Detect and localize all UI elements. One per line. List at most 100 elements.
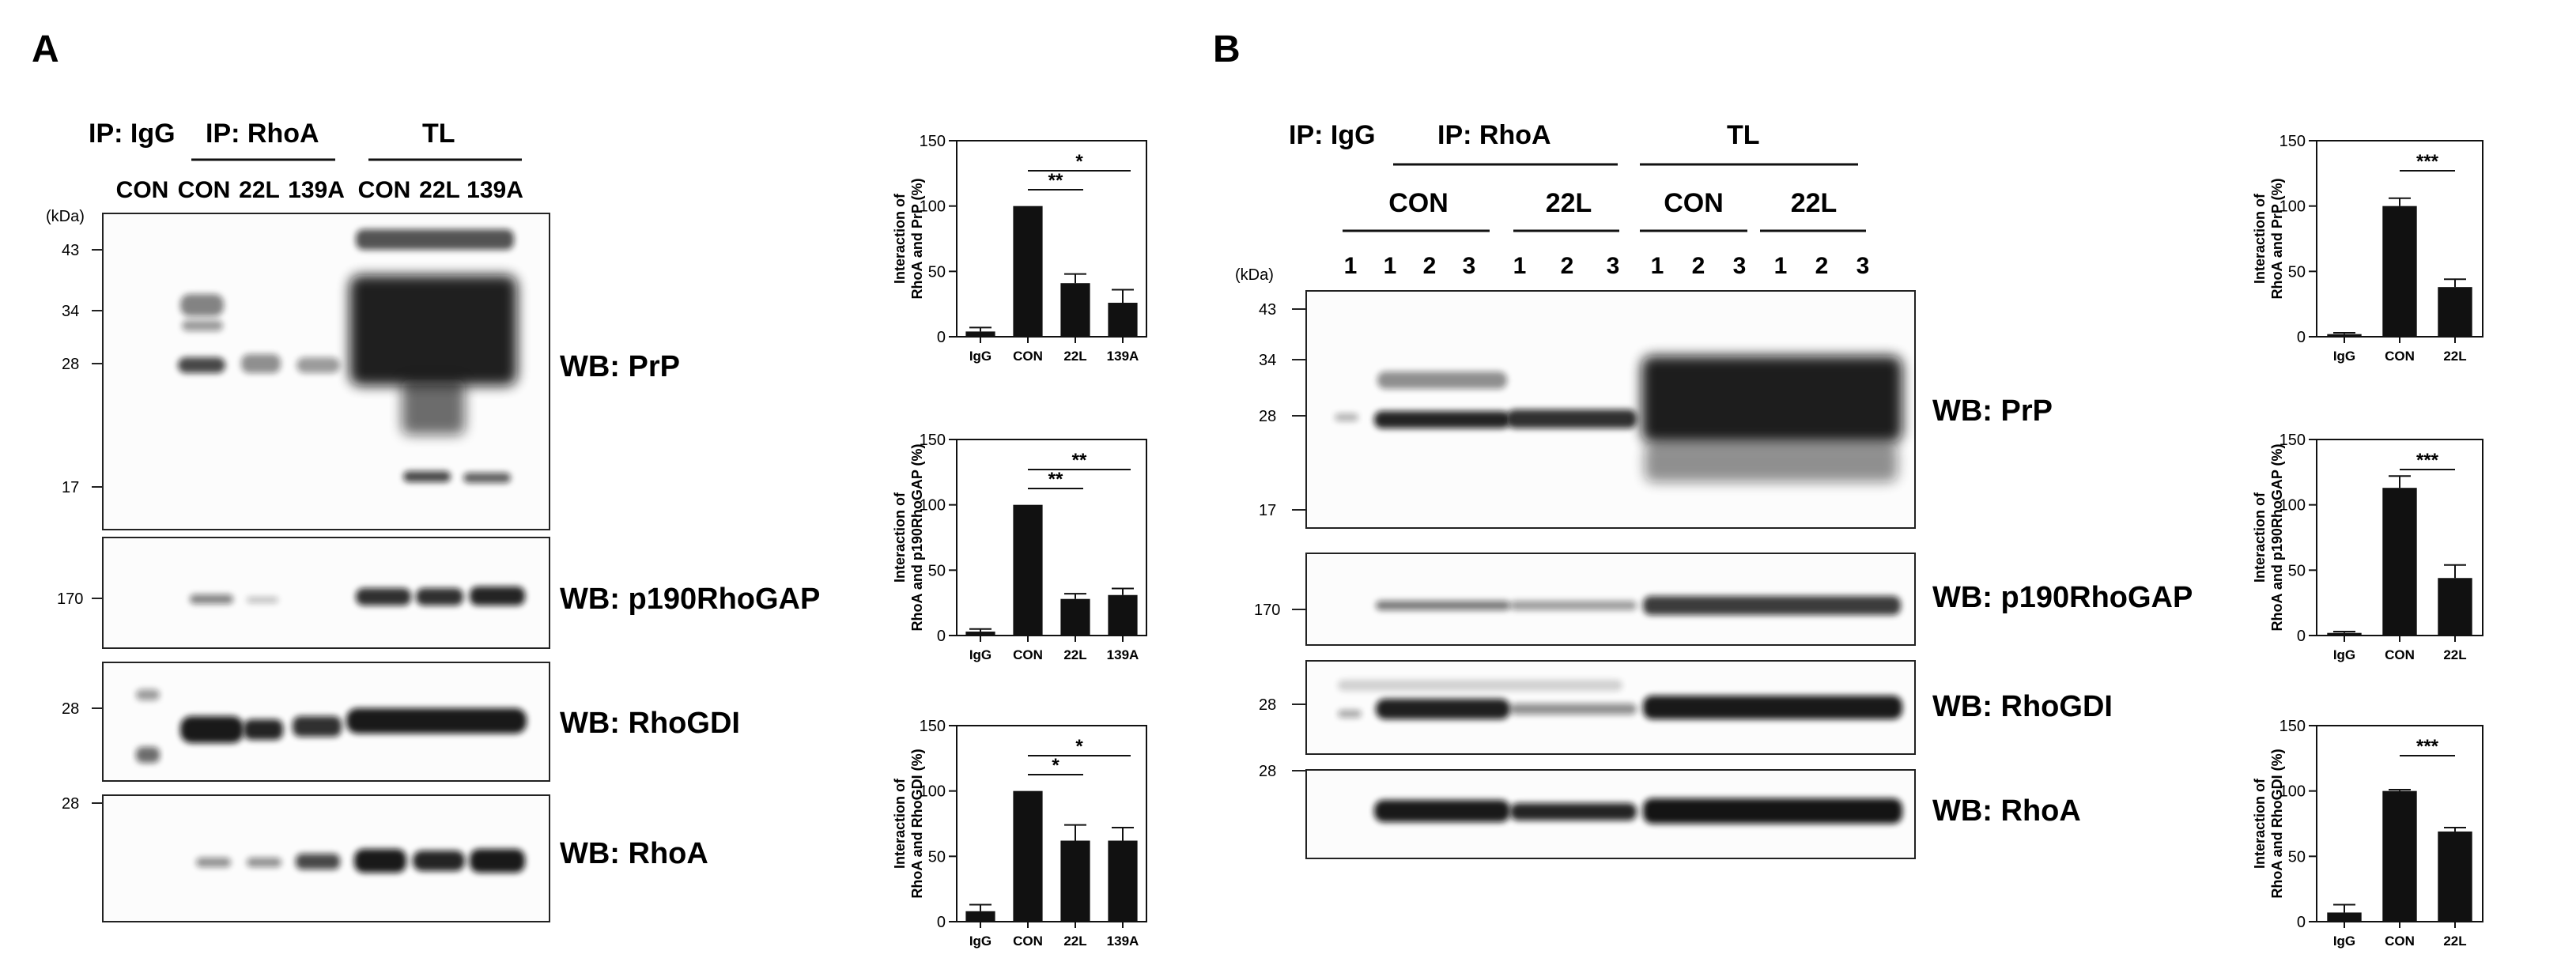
group-label: 22L bbox=[1546, 188, 1592, 218]
significance-label: * bbox=[1052, 755, 1059, 776]
x-tick-label: CON bbox=[1013, 647, 1043, 662]
panel-b-blot-prp: 43 34 28 17 bbox=[1259, 290, 1916, 529]
panel-b-blot-rhoa: 28 bbox=[1259, 763, 1916, 859]
x-tick-label: CON bbox=[1013, 934, 1043, 949]
panel-a-ip-rhoa-header: IP: RhoA bbox=[206, 119, 319, 149]
mw-marker: 17 bbox=[62, 479, 79, 496]
x-tick-label: IgG bbox=[969, 647, 991, 662]
mw-marker: 28 bbox=[62, 700, 79, 718]
x-tick-label: 22L bbox=[1063, 934, 1086, 949]
lane-label: CON bbox=[358, 177, 411, 203]
bar bbox=[2327, 632, 2362, 636]
panel-b-group-labels: CON 22L CON 22L bbox=[1343, 188, 1866, 232]
y-axis-label: Interaction of RhoA and PrP (%) bbox=[892, 178, 925, 299]
lane-label: 2 bbox=[1561, 253, 1574, 279]
significance-label: ** bbox=[1048, 469, 1063, 490]
x-tick-label: CON bbox=[2385, 349, 2415, 364]
lane-label: 139A bbox=[288, 177, 345, 203]
lane-label: 3 bbox=[1607, 253, 1620, 279]
mw-marker: 170 bbox=[1254, 602, 1280, 619]
lane-label: 3 bbox=[1856, 253, 1870, 279]
blot-bands bbox=[1335, 356, 1902, 482]
y-tick-label: 0 bbox=[2297, 628, 2306, 645]
x-tick-label: 22L bbox=[1063, 647, 1086, 662]
lane-label: 1 bbox=[1513, 253, 1527, 279]
y-tick-label: 0 bbox=[2297, 914, 2306, 931]
y-tick-label: 150 bbox=[2279, 432, 2306, 449]
panel-a-wb-label-p190rhogap: WB: p190RhoGAP bbox=[560, 583, 820, 616]
bar bbox=[1060, 283, 1090, 337]
x-tick-label: 22L bbox=[2443, 349, 2466, 364]
lane-label: 1 bbox=[1651, 253, 1664, 279]
mw-marker: 17 bbox=[1259, 502, 1276, 519]
x-tick-label: 139A bbox=[1107, 647, 1139, 662]
panel-b-kda-label: (kDa) bbox=[1235, 266, 1274, 284]
panel-b-ip-igg-header: IP: IgG bbox=[1289, 120, 1376, 150]
blot-bands bbox=[190, 587, 525, 605]
y-tick-label: 150 bbox=[920, 432, 946, 449]
significance-label: ** bbox=[1072, 450, 1087, 471]
bar bbox=[1013, 504, 1043, 636]
lane-label: 1 bbox=[1774, 253, 1788, 279]
panel-b-wb-label-prp: WB: PrP bbox=[1932, 394, 2053, 428]
bar bbox=[2327, 334, 2362, 337]
y-tick-label: 0 bbox=[937, 329, 946, 346]
panel-b-blot-rhogdi: 28 bbox=[1259, 660, 1916, 755]
mw-marker: 34 bbox=[62, 303, 79, 320]
significance-label: *** bbox=[2416, 151, 2439, 172]
panel-b-wb-label-rhogdi: WB: RhoGDI bbox=[1932, 690, 2113, 723]
panel-a-wb-label-prp: WB: PrP bbox=[560, 350, 680, 383]
x-tick-label: IgG bbox=[2333, 349, 2355, 364]
blot-bands bbox=[136, 689, 527, 763]
lane-label: CON bbox=[116, 177, 169, 203]
y-tick-label: 0 bbox=[2297, 329, 2306, 346]
lane-label: 1 bbox=[1384, 253, 1397, 279]
bar bbox=[2327, 912, 2362, 922]
y-tick-label: 50 bbox=[2288, 562, 2306, 579]
panel-b-wb-label-rhoa: WB: RhoA bbox=[1932, 794, 2081, 828]
y-tick-label: 150 bbox=[2279, 133, 2306, 150]
mw-marker: 170 bbox=[57, 590, 83, 608]
y-axis-label: Interaction of RhoA and RhoGDI (%) bbox=[2252, 749, 2285, 898]
bar bbox=[1013, 206, 1043, 337]
bar bbox=[965, 632, 995, 636]
chart-a-prp: 0 50 100 150 Interaction of RhoA and PrP (%) I… bbox=[892, 133, 1147, 364]
bar bbox=[2438, 578, 2472, 636]
x-tick-label: 22L bbox=[2443, 934, 2466, 949]
y-axis-label: Interaction of RhoA and p190RhoGAP (%) bbox=[2252, 443, 2285, 631]
x-tick-label: 22L bbox=[2443, 647, 2466, 662]
panel-a-lane-labels: CON CON 22L 139A CON 22L 139A bbox=[116, 177, 523, 203]
bar bbox=[965, 911, 995, 922]
y-axis-label: Interaction of RhoA and PrP (%) bbox=[2252, 178, 2285, 299]
x-tick-label: IgG bbox=[2333, 647, 2355, 662]
mw-marker: 28 bbox=[62, 795, 79, 813]
panel-a-wb-label-rhogdi: WB: RhoGDI bbox=[560, 707, 740, 740]
y-tick-label: 0 bbox=[937, 628, 946, 645]
bar bbox=[1108, 840, 1138, 922]
panel-a-letter: A bbox=[32, 28, 59, 70]
x-tick-label: IgG bbox=[969, 349, 991, 364]
blot-bands bbox=[1338, 680, 1902, 719]
y-tick-label: 150 bbox=[920, 133, 946, 150]
mw-marker: 28 bbox=[1259, 408, 1276, 425]
y-tick-label: 100 bbox=[920, 497, 946, 515]
lane-label: 1 bbox=[1344, 253, 1358, 279]
panel-a-ip-igg-header: IP: IgG bbox=[89, 119, 176, 149]
panel-a-wb-label-rhoa: WB: RhoA bbox=[560, 837, 708, 870]
panel-b-letter: B bbox=[1213, 28, 1241, 70]
bar bbox=[2438, 287, 2472, 337]
lane-label: 3 bbox=[1733, 253, 1747, 279]
bar bbox=[1060, 840, 1090, 922]
significance-label: * bbox=[1075, 151, 1083, 172]
y-tick-label: 100 bbox=[2279, 198, 2306, 216]
group-label: CON bbox=[1388, 188, 1449, 218]
x-tick-label: 139A bbox=[1107, 934, 1139, 949]
panel-b-wb-label-p190rhogap: WB: p190RhoGAP bbox=[1932, 581, 2193, 614]
lane-label: 22L bbox=[419, 177, 460, 203]
bar bbox=[2382, 206, 2417, 337]
panel-a-blot-prp: 43 34 28 17 bbox=[62, 213, 550, 530]
bar bbox=[2382, 488, 2417, 636]
